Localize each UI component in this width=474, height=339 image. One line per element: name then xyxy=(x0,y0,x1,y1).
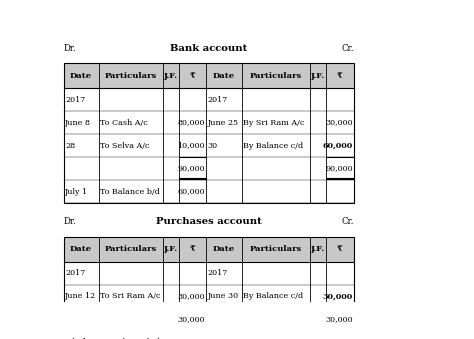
Text: 10,000: 10,000 xyxy=(177,142,205,149)
Text: July 1: July 1 xyxy=(65,187,88,196)
Text: 30,000: 30,000 xyxy=(322,292,353,300)
Text: 2017: 2017 xyxy=(65,269,85,277)
Text: 2017: 2017 xyxy=(65,96,85,104)
Text: July 1: July 1 xyxy=(65,338,88,339)
Text: To Balance b/d: To Balance b/d xyxy=(100,338,160,339)
Text: J.F.: J.F. xyxy=(164,245,178,253)
Text: 90,000: 90,000 xyxy=(177,165,205,173)
Bar xyxy=(64,63,354,88)
Text: J.F.: J.F. xyxy=(164,72,178,80)
Text: 60,000: 60,000 xyxy=(322,142,353,149)
Text: Dr.: Dr. xyxy=(64,44,76,53)
Text: 30,000: 30,000 xyxy=(177,315,205,323)
Bar xyxy=(64,63,354,203)
Text: ₹: ₹ xyxy=(337,72,343,80)
Text: 2017: 2017 xyxy=(208,269,228,277)
Text: Date: Date xyxy=(70,72,92,80)
Text: 30,000: 30,000 xyxy=(177,292,205,300)
Text: To Cash A/c: To Cash A/c xyxy=(100,119,148,127)
Text: J.F.: J.F. xyxy=(311,72,325,80)
Text: 30,000: 30,000 xyxy=(325,119,353,127)
Text: Particulars: Particulars xyxy=(105,245,157,253)
Text: 30,000: 30,000 xyxy=(177,338,205,339)
Text: ₹: ₹ xyxy=(190,245,196,253)
Bar xyxy=(64,237,354,339)
Text: June 30: June 30 xyxy=(208,292,239,300)
Text: Purchases account: Purchases account xyxy=(156,217,262,226)
Text: ₹: ₹ xyxy=(337,245,343,253)
Text: Date: Date xyxy=(213,72,235,80)
Text: 28: 28 xyxy=(65,142,75,149)
Text: Particulars: Particulars xyxy=(250,72,302,80)
Text: Particulars: Particulars xyxy=(105,72,157,80)
Text: June 25: June 25 xyxy=(208,119,239,127)
Text: Bank account: Bank account xyxy=(170,44,247,53)
Text: 30,000: 30,000 xyxy=(325,315,353,323)
Text: By Balance c/d: By Balance c/d xyxy=(243,142,303,149)
Text: Dr.: Dr. xyxy=(64,217,76,226)
Text: Particulars: Particulars xyxy=(250,245,302,253)
Text: 60,000: 60,000 xyxy=(177,187,205,196)
Text: 2017: 2017 xyxy=(208,96,228,104)
Text: Date: Date xyxy=(70,245,92,253)
Text: Cr.: Cr. xyxy=(341,44,354,53)
Text: By Sri Ram A/c: By Sri Ram A/c xyxy=(243,119,305,127)
Text: Cr.: Cr. xyxy=(341,217,354,226)
Text: To Sri Ram A/c: To Sri Ram A/c xyxy=(100,292,161,300)
Text: June 12: June 12 xyxy=(65,292,96,300)
Text: ₹: ₹ xyxy=(190,72,196,80)
Text: 80,000: 80,000 xyxy=(178,119,205,127)
Text: June 8: June 8 xyxy=(65,119,91,127)
Text: 30: 30 xyxy=(208,142,218,149)
Text: J.F.: J.F. xyxy=(311,245,325,253)
Text: To Selva A/c: To Selva A/c xyxy=(100,142,149,149)
Bar xyxy=(64,237,354,262)
Text: To Balance b/d: To Balance b/d xyxy=(100,187,160,196)
Text: Date: Date xyxy=(213,245,235,253)
Text: 90,000: 90,000 xyxy=(325,165,353,173)
Text: By Balance c/d: By Balance c/d xyxy=(243,292,303,300)
